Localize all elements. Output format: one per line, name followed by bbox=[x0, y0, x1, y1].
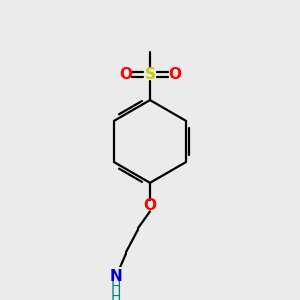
Text: O: O bbox=[143, 198, 157, 213]
Text: H: H bbox=[111, 280, 121, 294]
Text: H: H bbox=[111, 290, 121, 300]
Text: O: O bbox=[168, 67, 181, 82]
Text: S: S bbox=[145, 67, 155, 82]
Text: O: O bbox=[119, 67, 132, 82]
Text: N: N bbox=[110, 269, 122, 284]
